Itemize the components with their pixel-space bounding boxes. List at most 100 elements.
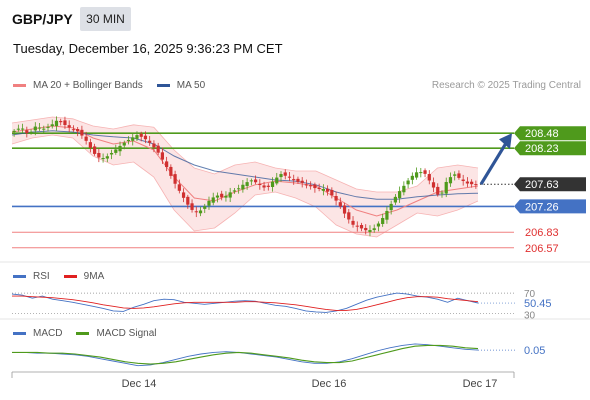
candle-body — [414, 172, 419, 178]
candle-body — [309, 185, 313, 187]
candle-body — [76, 129, 80, 132]
x-tick-label: Dec 14 — [122, 378, 157, 390]
ma20-line — [11, 125, 479, 217]
candle-body — [198, 210, 203, 214]
candle-body — [54, 120, 59, 127]
rsi-current-value: 50.45 — [524, 298, 552, 310]
candle-body — [228, 192, 232, 198]
candle-body — [152, 143, 156, 148]
macd-signal-legend-label: MACD Signal — [96, 328, 157, 339]
price-flag-current — [514, 177, 586, 192]
candle-body — [398, 191, 402, 199]
candle-body — [203, 206, 207, 209]
rsi-legend: RSI 9MA — [13, 271, 104, 282]
candle-body — [313, 184, 317, 189]
candle-body — [37, 127, 42, 129]
candle-body — [287, 176, 292, 178]
candle-body — [190, 203, 194, 210]
candle-body — [275, 177, 279, 184]
candle-body — [92, 146, 97, 154]
candle-body — [237, 188, 241, 190]
candle-body — [419, 172, 423, 174]
candle-body — [80, 129, 84, 136]
candle-body — [50, 124, 54, 127]
candle-body — [71, 129, 76, 131]
candle-body — [12, 130, 16, 132]
candle-body — [351, 220, 355, 225]
candle-body — [156, 145, 160, 153]
candle-body — [258, 183, 262, 186]
research-credit: Research © 2025 Trading Central — [431, 80, 581, 91]
candle-body — [135, 135, 139, 139]
price-label-resistance: 208.23 — [525, 143, 559, 155]
rsi-ma-swatch — [63, 275, 77, 278]
price-label-pivot: 207.26 — [525, 201, 559, 213]
candle-body — [207, 200, 211, 206]
candle-body — [266, 185, 270, 187]
candle-body — [393, 196, 398, 203]
ma50-swatch — [156, 84, 170, 87]
price-flag-pivot — [514, 199, 586, 214]
candle-body — [300, 180, 304, 183]
candle-body — [389, 203, 393, 211]
candle-body — [296, 178, 300, 182]
candle-body — [67, 125, 71, 128]
candle-body — [304, 184, 309, 186]
rsi-tick-30: 30 — [524, 310, 536, 321]
macd-current-value: 0.05 — [524, 345, 545, 357]
macd-swatch — [13, 332, 26, 335]
price-label-support: 206.83 — [525, 227, 559, 239]
candle-body — [143, 135, 148, 140]
symbol-title: GBP/JPY — [12, 11, 73, 27]
candle-body — [368, 230, 372, 232]
candle-body — [33, 126, 37, 131]
macd-signal-line — [12, 344, 479, 365]
candle-body — [46, 126, 50, 128]
candle-body — [338, 202, 342, 207]
candle-body — [461, 179, 465, 182]
candle-body — [325, 188, 330, 192]
timestamp: Tuesday, December 16, 2025 9:36:23 PM CE… — [13, 41, 283, 56]
candle-body — [97, 152, 101, 158]
candle-body — [101, 158, 105, 160]
candle-body — [20, 128, 25, 130]
price-label-support: 206.57 — [525, 243, 559, 255]
macd-legend-label: MACD — [33, 328, 63, 339]
candle-body — [16, 128, 20, 130]
forecast-arrow-head — [499, 133, 512, 150]
candle-body — [186, 196, 190, 205]
candle-body — [453, 174, 457, 176]
candle-body — [457, 173, 461, 178]
candle-body — [330, 189, 334, 196]
candle-body — [470, 181, 474, 185]
candle-body — [165, 161, 169, 168]
candle-body — [105, 156, 109, 159]
candle-body — [232, 190, 237, 192]
candle-body — [321, 189, 325, 191]
candle-body — [402, 185, 406, 193]
candle-body — [245, 182, 249, 186]
candle-body — [270, 181, 275, 187]
candle-body — [181, 192, 186, 198]
macd-signal-swatch — [76, 332, 90, 335]
candle-body — [109, 152, 114, 155]
candle-body — [160, 152, 165, 160]
price-label-current: 207.63 — [525, 179, 559, 191]
candle-body — [177, 184, 181, 191]
main-chart-legend: MA 20 + Bollinger Bands MA 50 — [13, 80, 205, 91]
ma-bb-legend-label: MA 20 + Bollinger Bands — [33, 80, 143, 91]
candle-body — [194, 211, 198, 213]
candle-body — [253, 179, 258, 183]
candle-body — [118, 145, 122, 152]
candle-body — [448, 177, 453, 184]
candle-body — [385, 210, 389, 220]
x-tick-label: Dec 16 — [312, 378, 347, 390]
candle-body — [347, 212, 351, 220]
timeframe-badge[interactable]: 30 MIN — [80, 7, 131, 31]
candle-body — [88, 142, 92, 148]
price-label-resistance: 208.48 — [525, 128, 559, 140]
candle-body — [364, 227, 368, 231]
candle-body — [427, 174, 431, 181]
candle-body — [84, 136, 88, 141]
